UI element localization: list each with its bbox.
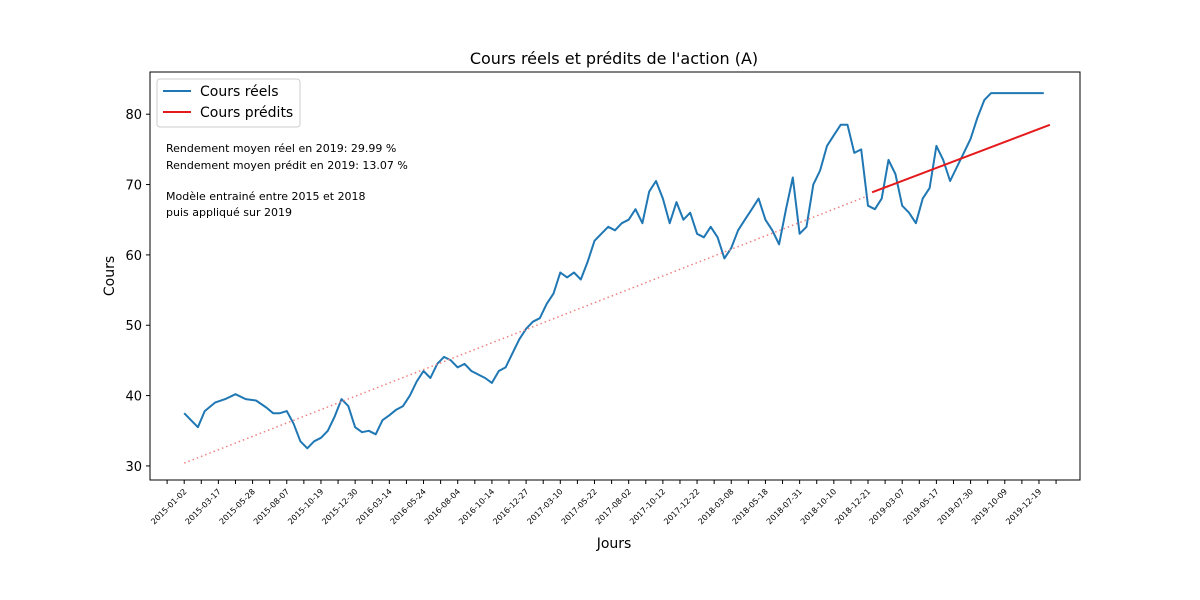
legend: Cours réels Cours prédits	[156, 78, 301, 128]
chart-title: Cours réels et prédits de l'action (A)	[470, 49, 758, 68]
series-cours-predits	[871, 123, 1051, 194]
y-tick-label: 30	[125, 460, 142, 475]
annotation-rendement-reel: Rendement moyen réel en 2019: 29.99 %	[166, 142, 396, 155]
series-trend-dotted	[183, 195, 869, 464]
series-cours-reels	[183, 92, 1044, 450]
plot-frame	[149, 71, 1081, 481]
y-tick-label: 50	[125, 319, 142, 334]
annotation-applique: puis appliqué sur 2019	[166, 206, 292, 219]
y-ticks: 30 40 50 60 70 80	[125, 108, 150, 475]
annotation-modele-entraine: Modèle entrainé entre 2015 et 2018	[166, 190, 366, 203]
legend-box	[156, 78, 301, 128]
annotations: Rendement moyen réel en 2019: 29.99 % Re…	[166, 142, 408, 219]
legend-label-reels: Cours réels	[200, 84, 279, 100]
y-tick-label: 40	[125, 390, 142, 405]
y-axis-label: Cours	[102, 256, 118, 296]
y-tick-label: 70	[125, 179, 142, 194]
x-axis-label: Jours	[596, 536, 632, 552]
y-tick-label: 80	[125, 108, 142, 123]
annotation-rendement-predit: Rendement moyen prédit en 2019: 13.07 %	[166, 159, 408, 172]
legend-label-predits: Cours prédits	[200, 105, 293, 121]
series-layer	[183, 92, 1051, 464]
y-tick-label: 60	[125, 249, 142, 264]
